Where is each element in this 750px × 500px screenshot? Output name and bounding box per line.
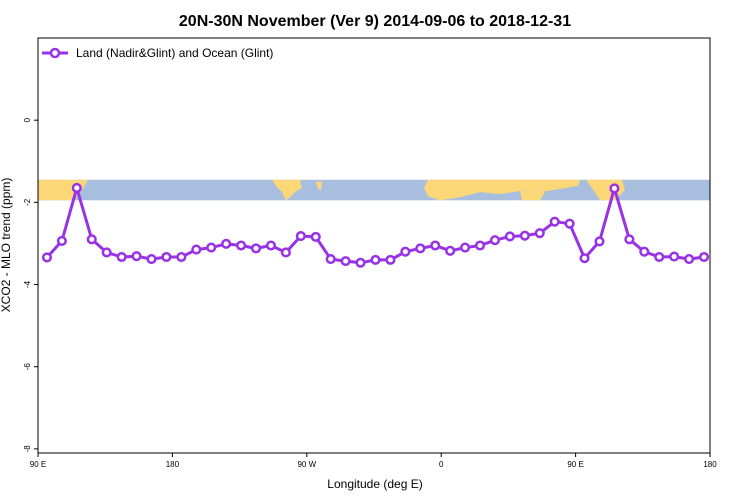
data-point — [310, 231, 321, 242]
y-tick-label: -6 — [23, 363, 32, 371]
series-layer — [41, 182, 710, 268]
data-point — [176, 251, 187, 263]
data-point — [654, 251, 665, 263]
map-land-2 — [316, 181, 322, 191]
data-point — [639, 246, 650, 257]
data-point — [41, 252, 53, 263]
data-point — [101, 247, 112, 258]
y-tick-label: -8 — [23, 445, 32, 453]
map-land-3 — [424, 179, 580, 201]
data-point — [221, 238, 232, 249]
data-point — [445, 245, 456, 256]
data-point — [86, 234, 97, 245]
world-map-strip — [38, 179, 710, 201]
map-land-1 — [272, 179, 302, 201]
data-point — [504, 231, 515, 242]
x-axis-label: Longitude (deg E) — [327, 477, 422, 491]
data-point — [534, 228, 545, 239]
map-land-4 — [520, 191, 545, 201]
y-tick-label: -2 — [23, 198, 32, 206]
y-axis-label: XCO2 - MLO trend (ppm) — [0, 178, 13, 313]
legend: Land (Nadir&Glint) and Ocean (Glint) — [42, 46, 273, 60]
data-point — [116, 251, 127, 263]
data-point — [71, 182, 82, 194]
legend-entry-label: Land (Nadir&Glint) and Ocean (Glint) — [76, 46, 273, 60]
x-tick-label: 180 — [166, 460, 180, 469]
chart-title: 20N-30N November (Ver 9) 2014-09-06 to 2… — [179, 13, 571, 30]
x-tick-label: 180 — [703, 460, 717, 469]
data-point — [489, 235, 501, 246]
data-point — [191, 244, 202, 255]
y-tick-label: 0 — [23, 117, 32, 122]
data-point — [340, 256, 351, 267]
data-point — [430, 240, 441, 251]
x-tick-label: 90 E — [567, 460, 583, 469]
data-point — [669, 251, 680, 262]
data-point — [415, 243, 426, 254]
plot-frame — [37, 37, 711, 454]
data-point — [579, 253, 590, 264]
data-point — [519, 230, 530, 241]
data-point — [325, 254, 336, 265]
data-point — [564, 218, 575, 229]
data-point — [474, 240, 486, 251]
x-axis-ticks: 90 E 180 90 W 0 90 E 180 — [30, 453, 717, 469]
data-point — [131, 251, 142, 262]
data-point — [624, 234, 635, 245]
legend-marker-swatch — [49, 47, 61, 59]
data-point — [250, 243, 262, 254]
data-point — [698, 251, 710, 263]
data-point — [236, 240, 247, 251]
y-axis-ticks: 0 -2 -4 -6 -8 — [23, 117, 38, 452]
data-point — [146, 254, 157, 265]
data-point — [355, 257, 366, 268]
data-point — [295, 230, 306, 242]
data-point — [549, 216, 560, 227]
x-tick-label: 90 W — [297, 460, 316, 469]
data-point — [56, 235, 67, 247]
data-point — [161, 251, 172, 263]
data-point — [609, 183, 620, 194]
x-tick-label: 0 — [439, 460, 444, 469]
data-point — [206, 242, 217, 253]
data-point — [370, 254, 381, 265]
data-point — [400, 246, 411, 257]
data-point — [265, 240, 277, 251]
y-tick-label: -4 — [23, 280, 32, 288]
data-point — [594, 236, 605, 247]
data-point — [460, 242, 471, 253]
data-point — [684, 254, 695, 265]
data-point — [280, 247, 291, 258]
x-tick-label: 90 E — [30, 460, 46, 469]
data-point — [385, 254, 396, 265]
